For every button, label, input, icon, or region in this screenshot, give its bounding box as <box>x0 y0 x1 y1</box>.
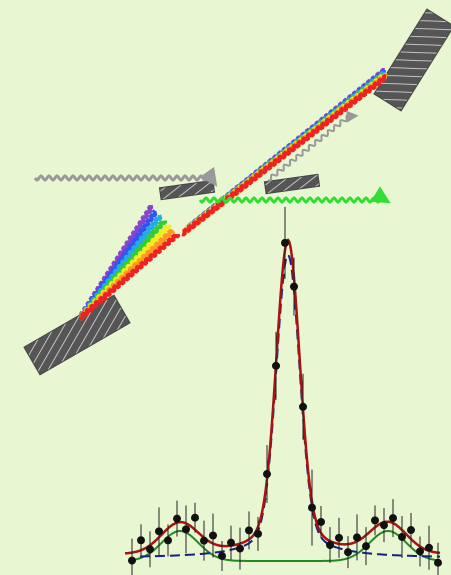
green-output-beam <box>200 198 383 202</box>
data-point <box>254 530 262 538</box>
data-point <box>335 534 343 542</box>
data-point <box>362 542 370 550</box>
data-point <box>416 547 424 555</box>
data-point <box>353 533 361 541</box>
data-point <box>137 536 145 544</box>
data-point <box>326 541 334 549</box>
data-point <box>317 518 325 526</box>
data-point <box>398 533 406 541</box>
data-point <box>434 559 442 567</box>
data-point <box>425 544 433 552</box>
data-point <box>218 552 226 560</box>
data-point <box>290 283 298 291</box>
data-point <box>263 470 271 478</box>
data-point <box>389 514 397 522</box>
data-point <box>371 516 379 524</box>
data-point <box>272 362 280 370</box>
page: (() => { const svg = document.getElement… <box>0 0 451 575</box>
data-point <box>380 521 388 529</box>
data-point <box>245 526 253 534</box>
data-point <box>128 557 136 565</box>
data-point <box>299 403 307 411</box>
data-point <box>209 531 217 539</box>
data-point <box>344 548 352 556</box>
data-point <box>182 525 190 533</box>
data-point <box>200 537 208 545</box>
data-point <box>227 539 235 547</box>
data-point <box>146 545 154 553</box>
data-point <box>164 536 172 544</box>
data-point <box>155 527 163 535</box>
data-point <box>236 545 244 553</box>
data-point <box>281 239 289 247</box>
illustration <box>0 0 451 575</box>
data-point <box>308 504 316 512</box>
data-point <box>191 514 199 522</box>
data-point <box>407 526 415 534</box>
data-point <box>173 515 181 523</box>
